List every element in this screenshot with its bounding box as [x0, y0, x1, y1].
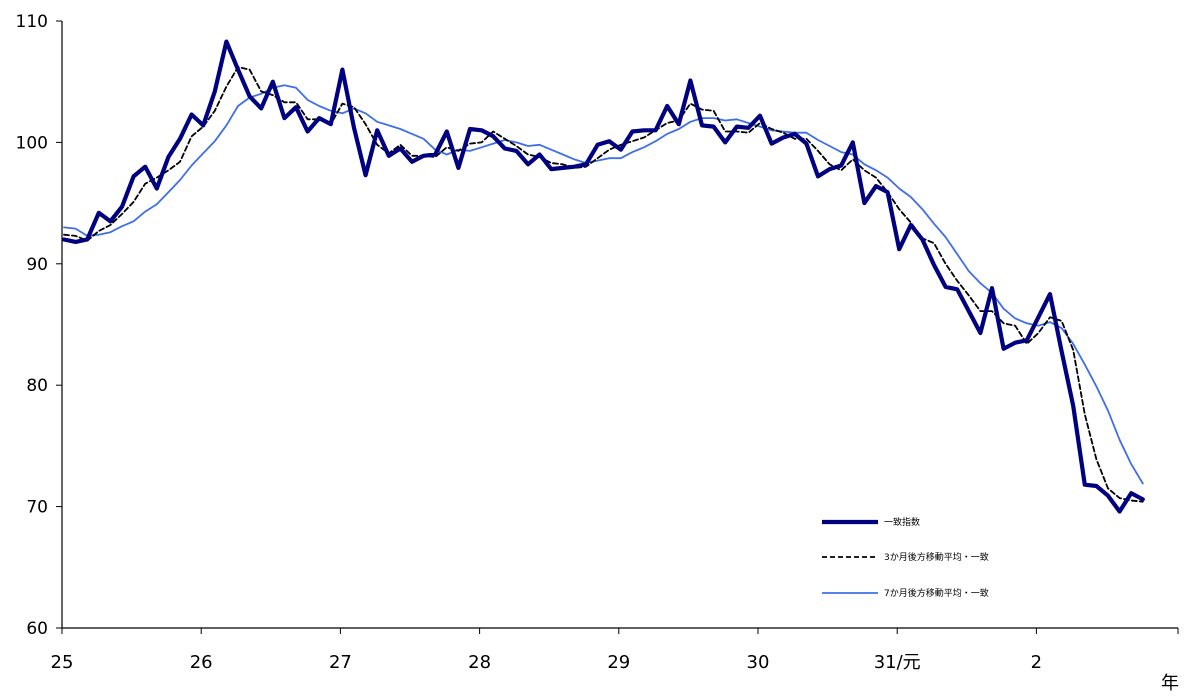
series-line-2	[63, 66, 1144, 503]
y-tick-label: 80	[26, 376, 48, 396]
x-tick-label: 2	[1031, 652, 1042, 673]
y-tick-label: 110	[16, 12, 48, 32]
series-line-1	[61, 39, 1145, 514]
legend: 一致指数 3か月後方移動平均・一致 7か月後方移動平均・一致	[822, 516, 989, 599]
x-tick-label: 30	[747, 652, 770, 673]
x-tick-label: 27	[329, 652, 352, 673]
legend-label-3: 7か月後方移動平均・一致	[884, 587, 989, 599]
y-tick-label: 100	[16, 133, 48, 153]
legend-label-1: 一致指数	[884, 516, 920, 528]
x-tick-label: 26	[190, 652, 213, 673]
series-line-3	[63, 84, 1144, 485]
x-tick-label: 31/元	[874, 652, 921, 673]
x-axis-label: 年	[1161, 673, 1179, 693]
y-tick-label: 60	[26, 619, 48, 639]
series-layer	[61, 39, 1145, 514]
y-tick-label: 70	[26, 498, 48, 518]
x-tick-label: 25	[51, 652, 74, 673]
x-tick-label: 29	[607, 652, 630, 673]
legend-label-2: 3か月後方移動平均・一致	[884, 551, 989, 563]
x-tick-label: 28	[468, 652, 491, 673]
y-tick-label: 90	[26, 255, 48, 275]
